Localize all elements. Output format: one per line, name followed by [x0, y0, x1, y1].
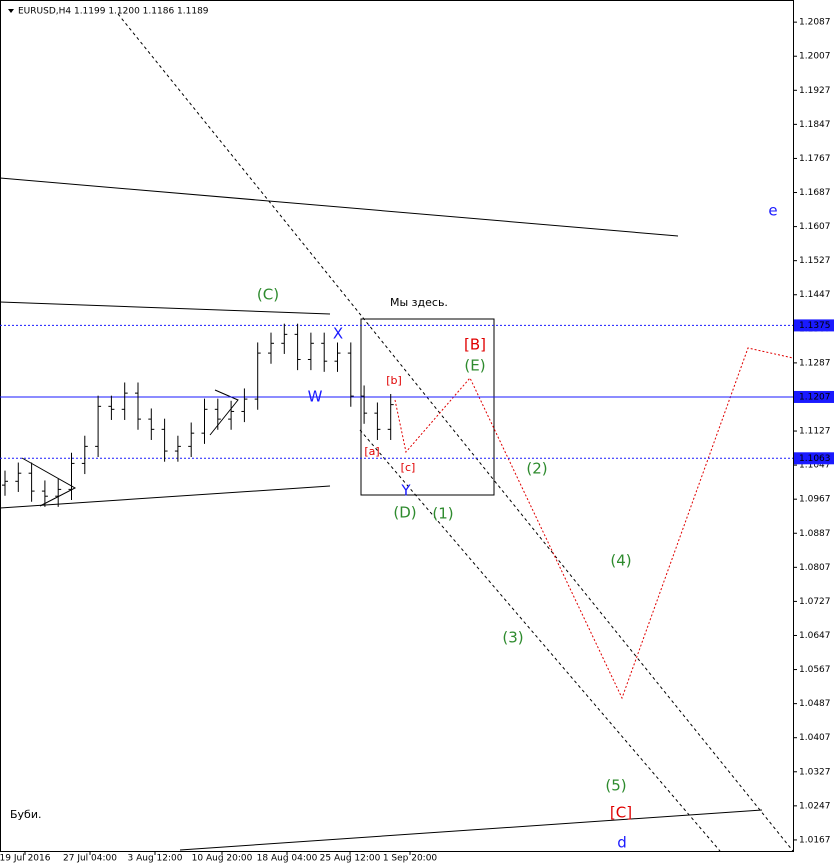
trend-line [0, 485, 331, 509]
wave-label: Y [400, 482, 411, 500]
y-tick-label: 1.1607 [799, 222, 831, 232]
triangle [21, 457, 77, 507]
wave-label: (1) [432, 505, 453, 523]
x-tick-label: 18 Aug 04:00 [257, 854, 318, 863]
channel-line [117, 13, 794, 852]
x-tick-label: 1 Sep 20:00 [383, 854, 438, 863]
wave-label: (4) [610, 552, 631, 570]
y-tick-label: 1.1447 [799, 290, 831, 300]
y-tick-label: 1.1527 [799, 256, 831, 266]
wave-label: (D) [393, 504, 416, 522]
wave-label: (2) [526, 460, 547, 478]
y-tick-label: 1.1767 [799, 154, 831, 164]
wave-label: [a] [364, 445, 379, 458]
wave-label: (C) [257, 286, 279, 304]
wave-label: X [333, 325, 343, 343]
y-tick-label: 1.0407 [799, 733, 831, 743]
y-tick-label: 1.1687 [799, 188, 831, 198]
y-tick-label: 1.0167 [799, 835, 831, 845]
y-tick-label: 1.1847 [799, 120, 831, 130]
x-tick-label: 3 Aug 12:00 [128, 854, 183, 863]
x-tick-label: 25 Aug 12:00 [320, 854, 381, 863]
y-tick-label: 1.0647 [799, 631, 831, 641]
trend-line [0, 301, 331, 315]
y-tick-label: 1.1287 [799, 358, 831, 368]
y-tick-label: 1.0567 [799, 665, 831, 675]
wave-label: [C] [610, 804, 632, 822]
x-tick-label: 10 Aug 20:00 [192, 854, 253, 863]
wave-label: d [617, 834, 627, 852]
focus-box [360, 318, 495, 496]
level-label: 1.1375 [799, 321, 831, 331]
y-tick-label: 1.0247 [799, 801, 831, 811]
level-tag [794, 319, 834, 332]
y-tick-label: 1.1127 [799, 427, 831, 437]
level-tag [794, 390, 834, 403]
menu-arrow [8, 9, 14, 13]
level-label: 1.1207 [799, 392, 831, 402]
wave-label: (5) [605, 777, 626, 795]
projection [394, 347, 794, 700]
wave-label: e [768, 202, 777, 220]
channel-line [359, 429, 721, 852]
y-tick-label: 1.1047 [799, 461, 831, 471]
plot-frame [0, 0, 794, 852]
note: Мы здесь. [390, 296, 448, 309]
x-tick-label: 19 Jul 2016 [0, 854, 51, 863]
y-tick-label: 1.0887 [799, 529, 831, 539]
level-label: 1.1063 [799, 454, 831, 464]
y-tick-label: 1.0327 [799, 767, 831, 777]
x-tick-label: 27 Jul 04:00 [63, 854, 117, 863]
y-tick-label: 1.2007 [799, 52, 831, 62]
drawings [0, 13, 794, 852]
wave-label: [b] [386, 374, 402, 387]
y-tick-label: 1.0727 [799, 597, 831, 607]
chart-title: EURUSD,H4 1.1199 1.1200 1.1186 1.1189 [18, 7, 209, 17]
trend-line [179, 809, 763, 851]
triangle [209, 389, 239, 436]
wave-label: (3) [502, 629, 523, 647]
wave-label: [c] [401, 461, 416, 474]
y-tick-label: 1.0487 [799, 699, 831, 709]
trend-line [0, 177, 679, 237]
level-tag [794, 452, 834, 465]
wave-label: [B] [464, 336, 486, 354]
note: Буби. [10, 808, 42, 821]
y-tick-label: 1.0967 [799, 495, 831, 505]
wave-label: (E) [464, 357, 485, 375]
y-tick-label: 1.2087 [799, 18, 831, 28]
y-tick-label: 1.0807 [799, 563, 831, 573]
y-tick-label: 1.1927 [799, 86, 831, 96]
